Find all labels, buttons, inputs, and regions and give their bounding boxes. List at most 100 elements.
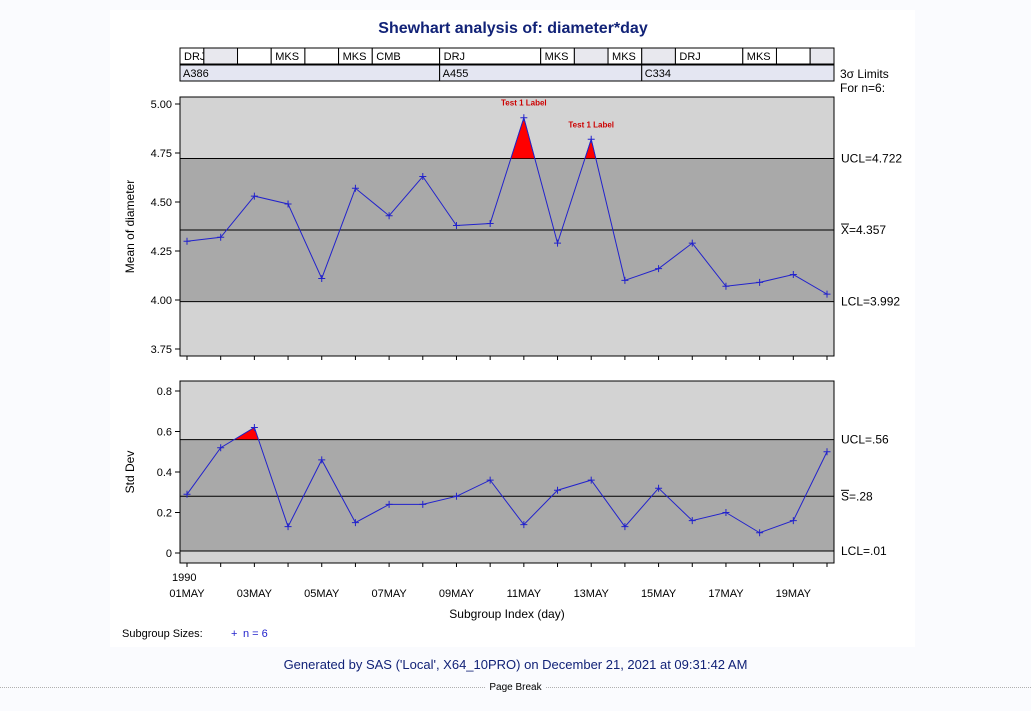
plot-frame: [179, 96, 835, 357]
phase-cell-label: DRJ: [184, 51, 205, 63]
series-line: [186, 426, 828, 534]
data-point: [554, 239, 562, 247]
phase-group-label: A455: [443, 68, 469, 80]
x-tick-label: 07MAY: [371, 588, 407, 600]
phase-group-cell: [179, 64, 441, 82]
generated-footer: Generated by SAS ('Local', X64_10PRO) on…: [283, 657, 748, 672]
phase-cell-label: DRJ: [679, 51, 700, 63]
series-line: [186, 115, 828, 295]
data-point: [217, 444, 225, 452]
limits-header-line1: 3σ Limits: [840, 67, 889, 81]
data-point: [722, 509, 730, 516]
data-point: [823, 448, 831, 456]
x-tick-label: 19MAY: [776, 588, 812, 600]
data-point: [621, 523, 629, 531]
data-point: [823, 290, 831, 298]
limits-header-line2: For n=6:: [840, 81, 885, 95]
ucl-label: UCL=4.722: [841, 151, 902, 165]
lcl-label: LCL=.01: [841, 544, 887, 558]
data-point: [587, 135, 595, 143]
data-point: [756, 278, 764, 286]
data-point: [520, 114, 528, 122]
subgroup-sizes-text: n = 6: [243, 628, 268, 640]
x-axis-year: 1990: [172, 572, 196, 584]
y-tick-label: 4.25: [151, 246, 172, 258]
data-point: [520, 521, 528, 529]
phase-cell: [641, 47, 676, 65]
data-point: [789, 517, 797, 525]
data-point: [756, 529, 764, 537]
y-tick-label: 4.00: [151, 295, 172, 307]
x-tick-label: 17MAY: [708, 588, 744, 600]
data-point: [655, 265, 663, 273]
phase-cell: [203, 47, 239, 65]
data-point: [284, 200, 292, 208]
data-point: [688, 517, 696, 525]
control-zone: [180, 439, 834, 551]
y-axis-label: Mean of diameter: [123, 180, 137, 273]
phase-table: DRJ MKS MKS CMB DRJ MKS MKS DRJ MKS A386 A455 C334: [179, 47, 835, 82]
x-tick-label: 05MAY: [304, 588, 340, 600]
phase-cell: [775, 47, 811, 65]
chart-panel: Shewhart analysis of: diameter*day DRJ MK…: [110, 10, 915, 647]
data-point: [452, 492, 460, 500]
shewhart-chart: Shewhart analysis of: diameter*day DRJ MK…: [122, 20, 902, 640]
data-point: [419, 500, 427, 508]
test-1-label: Test 1 Label: [568, 120, 614, 129]
data-point: [722, 282, 730, 290]
y-tick-label: 0.2: [157, 508, 172, 520]
data-point: [250, 192, 258, 200]
x-tick-label: 03MAY: [237, 588, 273, 600]
ucl-label: UCL=.56: [841, 433, 889, 447]
phase-cell-label: MKS: [545, 51, 569, 63]
phase-cell-label: MKS: [747, 51, 771, 63]
x-axis: 1990 01MAY 03MAY 05MAY 07MAY 09MAY 11MAY 13MAY 1…: [169, 572, 811, 621]
phase-cell-label: CMB: [376, 51, 400, 63]
page-break-label: Page Break: [485, 682, 546, 693]
y-tick-label: 0.6: [157, 427, 172, 439]
y-tick-label: 0.4: [157, 467, 172, 479]
phase-group-label: A386: [183, 68, 209, 80]
phase-cell-label: DRJ: [444, 51, 465, 63]
y-tick-label: 4.75: [151, 148, 172, 160]
data-point: [385, 212, 393, 220]
x-tick-label: 09MAY: [439, 588, 475, 600]
subgroup-sizes-marker: +: [231, 628, 237, 640]
data-point: [486, 220, 494, 228]
data-point: [183, 237, 191, 245]
data-point: [554, 486, 562, 494]
y-tick-label: 0.8: [157, 386, 172, 398]
data-point: [351, 519, 359, 527]
std-dev-chart: 0 0.2 0.4 0.6 0.8 Std Dev UCL=.56 S =.28 LCL=.01: [123, 380, 889, 567]
x-tick-label: 01MAY: [169, 588, 205, 600]
phase-cell: [573, 47, 609, 65]
data-point: [217, 233, 225, 241]
data-point: [318, 456, 326, 464]
y-axis-label: Std Dev: [123, 451, 137, 494]
phase-group-cell: [439, 64, 643, 82]
data-point: [486, 476, 494, 484]
phase-cell: [304, 47, 340, 65]
y-tick-label: 5.00: [151, 99, 172, 111]
phase-group-label: C334: [645, 68, 671, 80]
data-point: [419, 173, 427, 181]
means-chart: 3.75 4.00 4.25 4.50 4.75 5.00 Mean of diameter…: [123, 96, 902, 360]
center-symbol: S: [841, 489, 849, 503]
center-label: =.28: [849, 489, 873, 503]
data-point: [789, 271, 797, 279]
center-label: =4.357: [849, 223, 886, 237]
data-point: [587, 476, 595, 484]
data-point: [655, 484, 663, 492]
data-point: [183, 490, 191, 498]
center-symbol: X: [841, 223, 849, 237]
phase-group-cell: [641, 64, 835, 82]
data-point: [318, 274, 326, 282]
phase-cell: [809, 47, 835, 65]
x-tick-label: 11MAY: [507, 588, 542, 600]
data-point: [688, 239, 696, 247]
lcl-label: LCL=3.992: [841, 295, 900, 309]
data-point: [351, 184, 359, 192]
data-point: [452, 222, 460, 230]
test-1-label: Test 1 Label: [501, 99, 547, 108]
y-tick-label: 4.50: [151, 197, 172, 209]
